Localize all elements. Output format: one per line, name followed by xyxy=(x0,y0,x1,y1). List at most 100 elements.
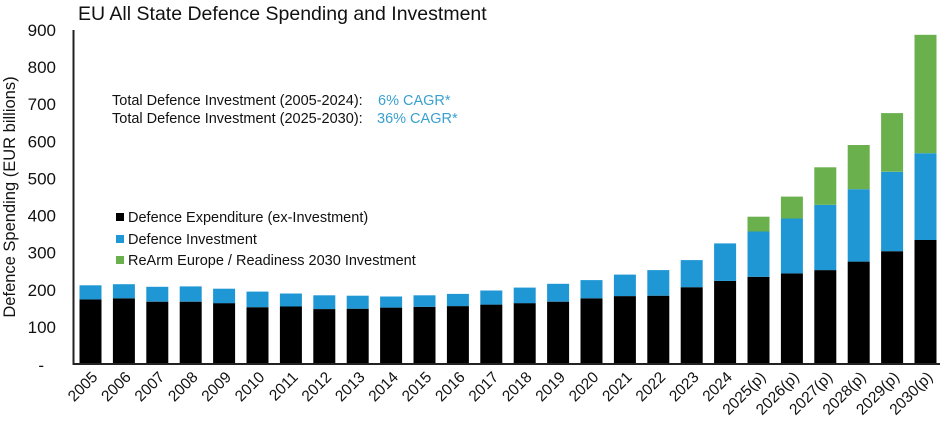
bar-group-2022 xyxy=(647,270,670,364)
bar-investment-2011 xyxy=(279,293,302,307)
bar-rearm-2025p xyxy=(747,216,770,232)
y-tick-label: 500 xyxy=(28,169,56,188)
bars-layer xyxy=(79,34,937,364)
bar-expenditure-2015 xyxy=(413,306,436,364)
bar-group-2027p xyxy=(814,167,837,364)
legend-item-rearm: ReArm Europe / Readiness 2030 Investment xyxy=(116,253,416,269)
bar-investment-2015 xyxy=(413,295,436,307)
bar-investment-2006 xyxy=(112,284,135,299)
bar-investment-2007 xyxy=(146,286,169,302)
bar-investment-2008 xyxy=(179,286,202,302)
bar-group-2009 xyxy=(213,288,236,364)
bar-investment-2012 xyxy=(313,295,336,309)
x-tick-label: 2006 xyxy=(98,369,134,405)
bar-group-2016 xyxy=(446,293,469,364)
bar-group-2017 xyxy=(480,290,503,364)
y-tick-label: 300 xyxy=(28,244,56,263)
bar-investment-2018 xyxy=(513,287,536,304)
bar-investment-2017 xyxy=(480,290,503,305)
bar-investment-2016 xyxy=(446,293,469,307)
bar-rearm-2029p xyxy=(881,113,904,172)
bar-group-2014 xyxy=(380,296,403,364)
bar-expenditure-2022 xyxy=(647,295,670,364)
bar-investment-2005 xyxy=(79,285,102,300)
bar-expenditure-2010 xyxy=(246,307,269,364)
bar-expenditure-2028p xyxy=(847,261,870,364)
bar-group-2013 xyxy=(346,295,369,364)
y-tick-label: 100 xyxy=(28,318,56,337)
bar-group-2018 xyxy=(513,287,536,364)
legend-swatch-investment xyxy=(116,235,124,243)
y-axis-label: Defence Spending (EUR billions) xyxy=(1,76,19,317)
bar-investment-2030p xyxy=(914,153,937,240)
legend-swatch-expenditure xyxy=(116,213,124,221)
bar-group-2025p xyxy=(747,216,770,364)
x-axis-ticks: 2005200620072008200920102011201220132014… xyxy=(65,369,936,419)
x-tick-label: 2011 xyxy=(266,369,302,405)
chart-title: EU All State Defence Spending and Invest… xyxy=(78,3,487,25)
bar-rearm-2030p xyxy=(914,34,937,154)
x-tick-label: 2015 xyxy=(399,369,435,405)
bar-group-2010 xyxy=(246,291,269,364)
y-tick-label: - xyxy=(38,356,44,375)
bar-group-2012 xyxy=(313,295,336,364)
cagr-annotations: Total Defence Investment (2005-2024): 6%… xyxy=(112,93,458,127)
bar-group-2030p xyxy=(914,34,937,364)
x-tick-label: 2016 xyxy=(432,369,468,405)
y-tick-label: 700 xyxy=(28,95,56,114)
x-tick-label: 2020 xyxy=(566,369,603,406)
x-tick-label: 2012 xyxy=(299,369,335,405)
bar-investment-2025p xyxy=(747,231,770,277)
bar-investment-2019 xyxy=(547,283,570,302)
bar-group-2007 xyxy=(146,286,169,364)
bar-expenditure-2011 xyxy=(279,306,302,364)
bar-group-2026p xyxy=(780,196,803,364)
bar-group-2006 xyxy=(112,284,135,364)
x-tick-label: 2017 xyxy=(466,369,502,405)
legend-swatch-rearm xyxy=(116,256,124,264)
bar-investment-2022 xyxy=(647,270,670,296)
annotation-label-1: Total Defence Investment (2005-2024): xyxy=(112,93,363,109)
x-tick-label: 2019 xyxy=(533,369,569,405)
y-tick-label: 200 xyxy=(28,281,56,300)
bar-expenditure-2012 xyxy=(313,309,336,364)
bar-expenditure-2005 xyxy=(79,299,102,364)
y-axis-ticks: - 100 200 300 400 500 600 700 800 900 xyxy=(28,21,56,375)
bar-expenditure-2025p xyxy=(747,276,770,364)
legend-item-investment: Defence Investment xyxy=(116,232,257,248)
x-tick-label: 2013 xyxy=(332,369,368,405)
bar-investment-2020 xyxy=(580,280,603,299)
bar-expenditure-2014 xyxy=(380,307,403,364)
bar-group-2024 xyxy=(714,243,737,364)
bar-group-2028p xyxy=(847,145,870,364)
bar-rearm-2028p xyxy=(847,145,870,190)
bar-expenditure-2024 xyxy=(714,280,737,364)
bar-expenditure-2020 xyxy=(580,298,603,364)
bar-expenditure-2021 xyxy=(613,296,636,364)
bar-expenditure-2029p xyxy=(881,251,904,364)
annotation-value-2: 36% CAGR* xyxy=(377,111,458,127)
bar-expenditure-2016 xyxy=(446,306,469,364)
bar-investment-2021 xyxy=(613,274,636,297)
legend: Defence Expenditure (ex-Investment) Defe… xyxy=(116,210,416,269)
legend-label-rearm: ReArm Europe / Readiness 2030 Investment xyxy=(128,253,416,269)
bar-investment-2029p xyxy=(881,171,904,252)
bar-expenditure-2018 xyxy=(513,303,536,364)
bar-expenditure-2027p xyxy=(814,270,837,364)
bar-investment-2028p xyxy=(847,189,870,262)
bar-investment-2009 xyxy=(213,288,236,304)
bar-rearm-2027p xyxy=(814,167,837,205)
y-tick-label: 600 xyxy=(28,132,56,151)
bar-investment-2010 xyxy=(246,291,269,308)
bar-expenditure-2009 xyxy=(213,303,236,364)
bar-expenditure-2006 xyxy=(112,298,135,364)
annotation-label-2: Total Defence Investment (2025-2030): xyxy=(112,111,363,127)
x-tick-label: 2022 xyxy=(633,369,669,405)
legend-label-investment: Defence Investment xyxy=(128,232,257,248)
bar-group-2023 xyxy=(680,260,703,364)
bar-investment-2024 xyxy=(714,243,737,281)
bar-expenditure-2007 xyxy=(146,301,169,364)
y-tick-label: 900 xyxy=(28,21,56,40)
